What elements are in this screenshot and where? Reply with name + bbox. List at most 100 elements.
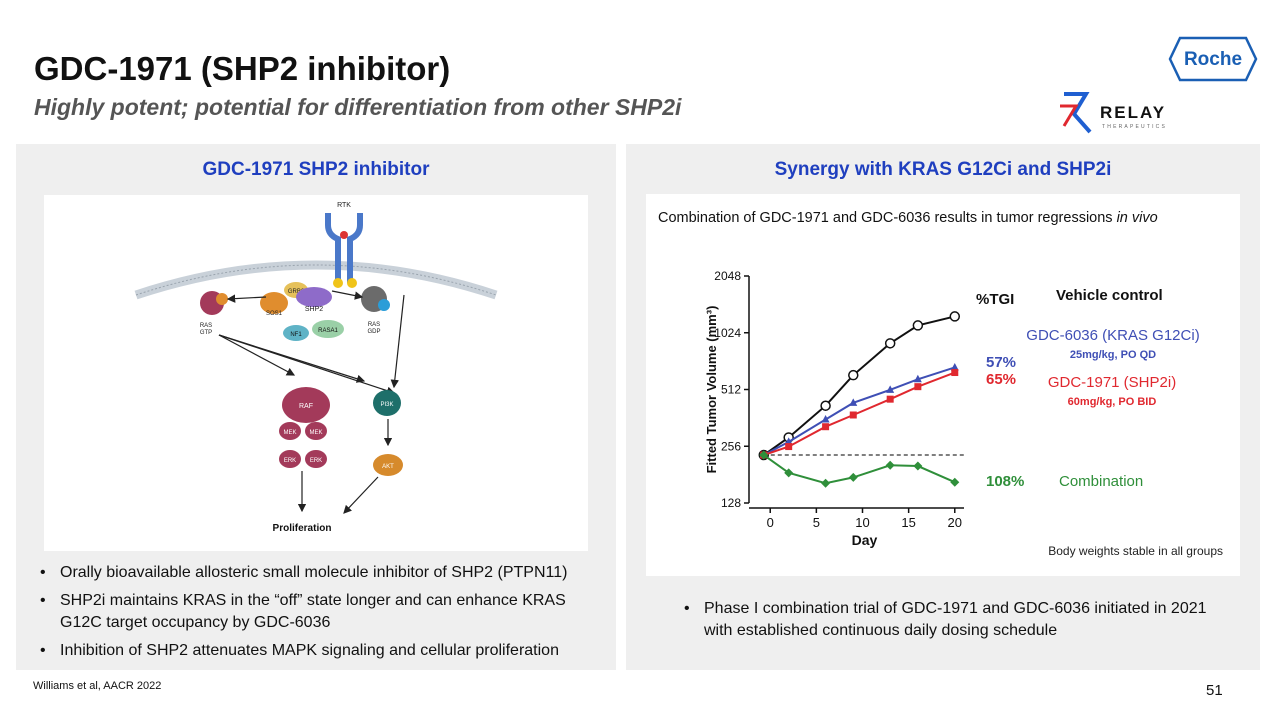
data-point <box>848 472 858 482</box>
y-tick-label: 256 <box>721 439 741 453</box>
phospho-icon <box>347 278 357 288</box>
y-tick-label: 2048 <box>714 269 741 283</box>
raf-node <box>282 387 330 423</box>
pi3k-label: PI3K <box>380 402 393 408</box>
data-point <box>821 478 831 488</box>
erk-node <box>279 450 301 468</box>
relay-logo: RELAY THERAPEUTICS <box>1060 92 1167 134</box>
left-panel: GDC-1971 SHP2 inhibitor RTK GRB2 <box>16 144 616 670</box>
series-line-3 <box>763 454 956 485</box>
rasa1-node <box>312 320 344 338</box>
x-tick-label: 0 <box>767 515 774 530</box>
rtk-label: RTK <box>337 202 351 209</box>
right-panel-heading: Synergy with KRAS G12Ci and SHP2i <box>774 159 1112 180</box>
bullet-item: Inhibition of SHP2 attenuates MAPK signa… <box>34 640 594 662</box>
data-point <box>950 477 960 487</box>
data-point <box>848 369 859 381</box>
sos1-node <box>260 292 288 314</box>
pathway-diagram: RTK GRB2 SOS1 SHP2 RAS GTP RAS GDP <box>44 195 588 551</box>
pathway-diagram-svg: RTK GRB2 SOS1 SHP2 RAS GTP RAS GDP <box>134 202 498 534</box>
data-point <box>885 460 895 470</box>
chart-footnote: Body weights stable in all groups <box>1048 544 1223 558</box>
left-bullet-list: Orally bioavailable allosteric small mol… <box>34 562 594 668</box>
data-point <box>784 468 794 478</box>
data-point <box>913 374 922 383</box>
ras-gtp-label: RAS GTP <box>200 323 212 336</box>
data-point <box>759 450 769 460</box>
data-point <box>821 414 830 423</box>
slide-subtitle: Highly potent; potential for differentia… <box>34 94 682 120</box>
chart-title: Combination of GDC-1971 and GDC-6036 res… <box>658 210 1158 226</box>
right-panel: Synergy with KRAS G12Ci and SHP2i Combin… <box>626 144 1260 670</box>
pi3k-node <box>373 390 401 416</box>
x-tick-label: 15 <box>901 515 915 530</box>
chart-title-italic: in vivo <box>1117 210 1158 226</box>
bullet-item: Phase I combination trial of GDC-1971 an… <box>678 598 1218 642</box>
roche-logo-text: Roche <box>1184 49 1242 70</box>
ras-gdp-label: RAS GDP <box>367 322 380 335</box>
right-bullet-list: Phase I combination trial of GDC-1971 an… <box>678 598 1218 648</box>
shp2-label: SHP2 <box>305 306 323 313</box>
data-point <box>886 395 894 403</box>
data-point <box>822 423 830 431</box>
chart-axes: 128 256 512 1024 2048 0 5 10 15 20 Day Fitted Tumor… <box>704 269 964 548</box>
data-point <box>950 362 959 371</box>
series-line-2 <box>763 371 956 456</box>
chart-container: Combination of GDC-1971 and GDC-6036 res… <box>646 194 1240 576</box>
rtk-receptor-icon <box>325 213 363 283</box>
data-point <box>886 385 895 393</box>
left-panel-heading: GDC-1971 SHP2 inhibitor <box>202 159 430 180</box>
legend-series-name: GDC-1971 (SHP2i) <box>1048 374 1176 391</box>
page-number: 51 <box>1206 682 1223 699</box>
mek-label: MEK <box>283 430 296 436</box>
proliferation-label: Proliferation <box>273 523 332 534</box>
erk-label: ERK <box>284 458 296 464</box>
akt-label: AKT <box>382 464 394 470</box>
data-point <box>784 437 793 445</box>
grb2-label: GRB2 <box>288 289 305 295</box>
erk-label: ERK <box>310 458 322 464</box>
chart-marks <box>758 311 961 488</box>
chart-title-text: Combination of GDC-1971 and GDC-6036 res… <box>658 210 1113 226</box>
legend-tgi-value: 57% <box>986 354 1016 371</box>
mek-node <box>279 422 301 440</box>
legend-tgi-value: 65% <box>986 371 1016 388</box>
relay-mark-icon <box>1060 92 1092 134</box>
legend-series-dose: 60mg/kg, PO BID <box>1068 396 1157 408</box>
relay-tagline: THERAPEUTICS <box>1102 124 1167 130</box>
data-point <box>820 400 831 411</box>
data-point <box>914 383 922 391</box>
data-point <box>849 411 857 419</box>
citation: Williams et al, AACR 2022 <box>33 680 162 692</box>
data-point <box>785 443 793 451</box>
mek-label: MEK <box>309 430 322 436</box>
bullet-item: Orally bioavailable allosteric small mol… <box>34 562 594 584</box>
nf1-label: NF1 <box>290 332 302 338</box>
relay-logo-text: RELAY <box>1100 103 1166 122</box>
shp2-node <box>296 287 332 307</box>
legend-tgi-value: 108% <box>986 473 1024 490</box>
legend-series-name: Vehicle control <box>1056 287 1163 304</box>
y-tick-label: 512 <box>721 383 741 397</box>
slide-title: GDC-1971 (SHP2 inhibitor) <box>34 50 451 87</box>
data-point <box>949 311 961 322</box>
rasa1-label: RASA1 <box>318 328 338 334</box>
akt-node <box>373 454 403 476</box>
x-tick-label: 20 <box>948 515 962 530</box>
mek-node <box>305 422 327 440</box>
bullet-item: SHP2i maintains KRAS in the “off” state … <box>34 590 594 634</box>
data-point <box>913 461 923 471</box>
x-tick-label: 10 <box>855 515 869 530</box>
legend-series-name: Combination <box>1059 473 1143 490</box>
x-tick-label: 5 <box>813 515 820 530</box>
y-tick-label: 1024 <box>714 326 741 340</box>
data-point <box>884 338 896 349</box>
sos1-label: SOS1 <box>266 311 283 317</box>
y-axis-label: Fitted Tumor Volume (mm³) <box>704 306 719 474</box>
tumor-volume-chart: Combination of GDC-1971 and GDC-6036 res… <box>658 210 1223 558</box>
tgi-header: %TGI <box>976 291 1014 308</box>
x-axis-label: Day <box>852 532 878 548</box>
erk-node <box>305 450 327 468</box>
raf-label: RAF <box>299 403 313 410</box>
data-point <box>912 320 924 331</box>
